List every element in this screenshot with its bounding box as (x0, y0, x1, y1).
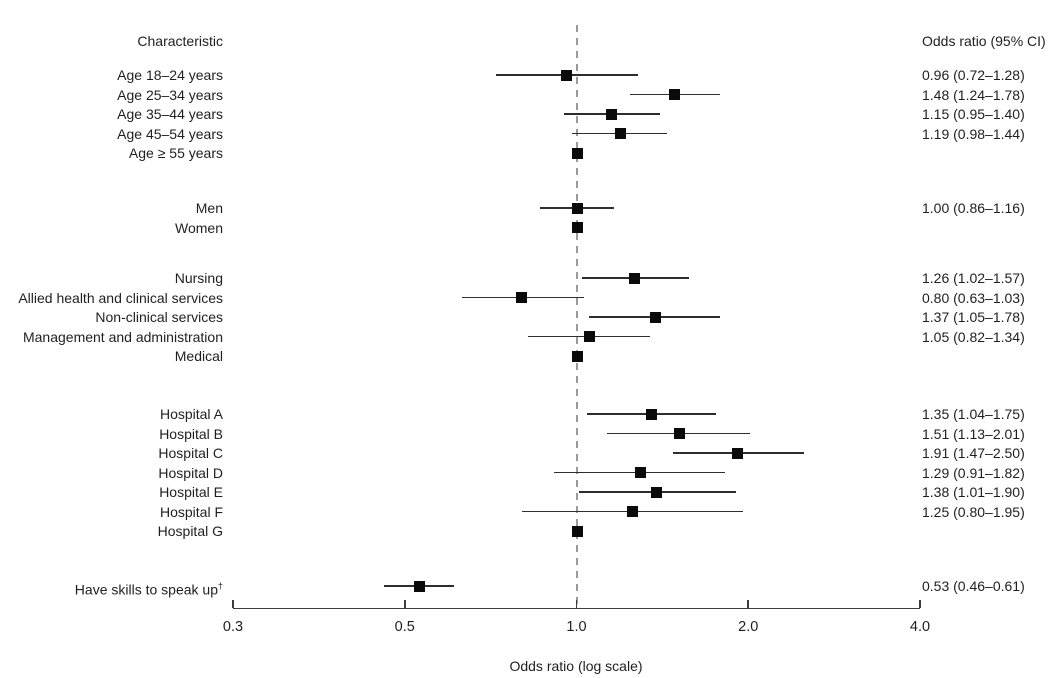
row-label: Age 18–24 years (117, 67, 223, 83)
point-estimate-marker (516, 292, 528, 303)
x-axis-tick-label: 0.3 (222, 619, 244, 635)
row-value: 0.96 (0.72–1.28) (922, 67, 1025, 83)
point-estimate-marker (649, 311, 661, 323)
row-label: Men (195, 200, 223, 216)
point-estimate-marker (571, 222, 583, 233)
odds-ratio-column-header: Odds ratio (95% CI) (922, 33, 1046, 49)
point-estimate-marker (561, 69, 573, 81)
point-estimate-marker (673, 428, 685, 439)
row-label: Hospital B (159, 425, 223, 442)
row-label: Allied health and clinical services (18, 289, 223, 306)
point-estimate-marker (645, 408, 657, 420)
footnote-marker: † (217, 581, 223, 591)
x-axis-tick (403, 599, 406, 608)
row-value: 1.26 (1.02–1.57) (922, 270, 1025, 286)
row-value: 1.35 (1.04–1.75) (922, 406, 1025, 422)
row-label: Medical (174, 348, 223, 364)
row-label: Hospital F (159, 503, 223, 520)
row-label: Age 45–54 years (117, 125, 223, 142)
point-estimate-marker (606, 108, 618, 120)
x-axis-title: Odds ratio (log scale) (509, 658, 643, 674)
point-estimate-marker (571, 202, 583, 214)
row-value: 1.38 (1.01–1.90) (922, 484, 1025, 500)
x-axis-tick (919, 599, 921, 608)
point-estimate-marker (571, 350, 583, 362)
point-estimate-marker (668, 89, 680, 100)
row-label: Hospital A (159, 406, 223, 422)
row-value: 0.80 (0.63–1.03) (922, 289, 1025, 306)
row-label: Have skills to speak up† (74, 581, 223, 598)
row-value: 0.53 (0.46–0.61) (922, 578, 1025, 594)
x-axis-tick (575, 599, 578, 608)
point-estimate-marker (583, 331, 595, 342)
row-value: 1.91 (1.47–2.50) (922, 445, 1025, 461)
x-axis-tick-label: 1.0 (566, 619, 587, 635)
row-label: Age 25–34 years (117, 86, 223, 103)
point-estimate-marker (614, 128, 626, 139)
x-axis-tick (232, 599, 234, 608)
point-estimate-marker (414, 580, 426, 592)
row-label: Nursing (174, 270, 223, 286)
reference-line (576, 25, 578, 608)
x-axis-tick (747, 599, 750, 608)
row-value: 1.51 (1.13–2.01) (922, 425, 1025, 442)
x-axis-tick-label: 2.0 (738, 619, 759, 635)
row-label: Age ≥ 55 years (128, 145, 223, 161)
x-axis-line (233, 607, 920, 610)
point-estimate-marker (731, 447, 743, 459)
row-value: 1.48 (1.24–1.78) (922, 86, 1025, 103)
row-value: 1.15 (0.95–1.40) (922, 106, 1025, 122)
point-estimate-marker (634, 467, 646, 478)
row-label: Hospital D (158, 464, 223, 481)
row-value: 1.00 (0.86–1.16) (922, 200, 1025, 216)
x-axis-tick-label: 0.5 (394, 619, 415, 635)
point-estimate-marker (651, 486, 663, 498)
row-value: 1.05 (0.82–1.34) (922, 328, 1025, 345)
point-estimate-marker (571, 525, 583, 537)
characteristic-column-header: Characteristic (137, 33, 223, 49)
row-label: Hospital G (157, 523, 223, 539)
point-estimate-marker (628, 272, 640, 284)
row-value: 1.37 (1.05–1.78) (922, 309, 1025, 325)
row-label: Management and administration (22, 328, 223, 345)
row-value: 1.25 (0.80–1.95) (922, 503, 1025, 520)
row-label: Hospital E (159, 484, 223, 500)
row-value: 1.29 (0.91–1.82) (922, 464, 1025, 481)
point-estimate-marker (571, 147, 583, 159)
row-value: 1.19 (0.98–1.44) (922, 125, 1025, 142)
row-label: Non-clinical services (95, 309, 223, 325)
x-axis-tick-label: 4.0 (909, 619, 931, 635)
row-label: Women (175, 219, 223, 236)
point-estimate-marker (626, 506, 638, 517)
row-label: Age 35–44 years (117, 106, 223, 122)
row-label: Hospital C (158, 445, 223, 461)
